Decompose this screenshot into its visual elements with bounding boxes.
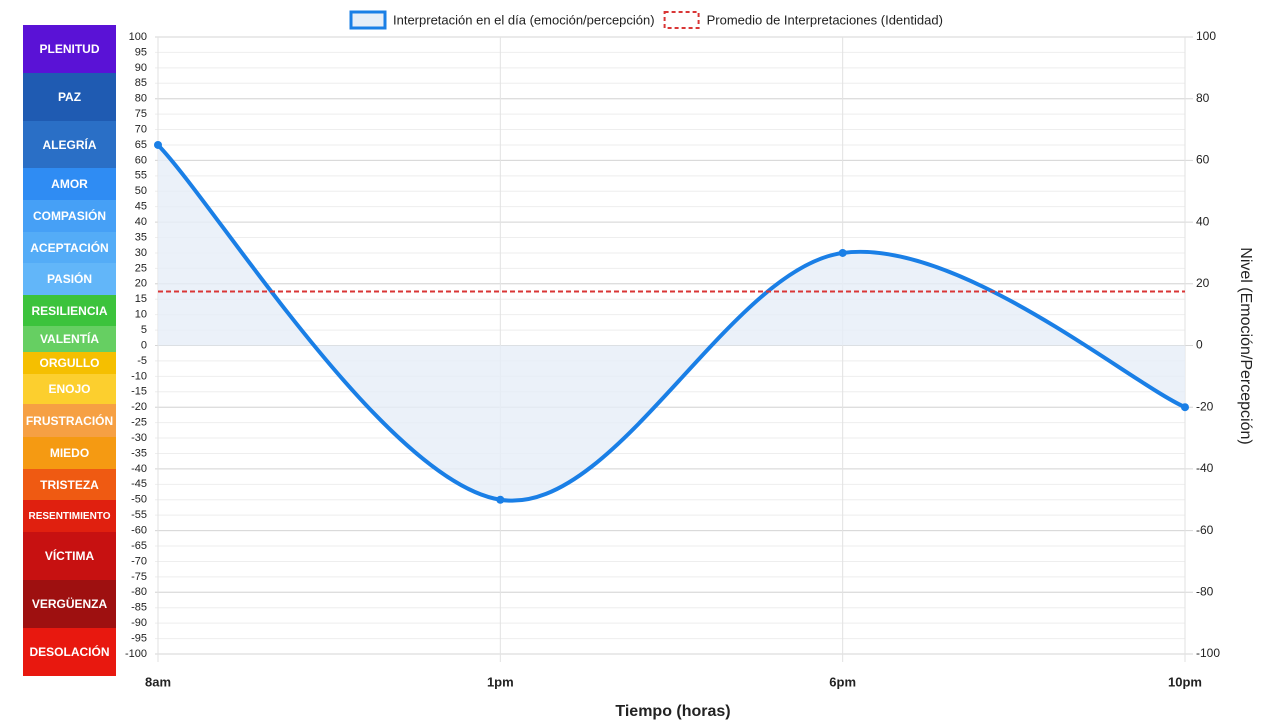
y2-tick-label: 40	[1196, 214, 1210, 228]
point	[154, 140, 162, 149]
y-tick-label: -5	[137, 355, 147, 367]
emotion-band: MIEDO	[23, 437, 116, 469]
y-tick-label: 60	[135, 154, 147, 166]
point	[496, 495, 505, 504]
y2-tick-label: 80	[1196, 91, 1210, 105]
legend-label: Interpretación en el día (emoción/percep…	[393, 12, 655, 27]
y-tick-label: 40	[135, 216, 147, 228]
emotion-band: DESOLACIÓN	[23, 628, 116, 676]
x-tick-label: 6pm	[829, 674, 856, 689]
y-tick-label: 65	[135, 139, 147, 151]
y-tick-label: -40	[131, 463, 147, 475]
y-tick-label: -10	[131, 370, 147, 382]
y-tick-label: 95	[135, 46, 147, 58]
y-tick-label: -95	[131, 632, 147, 644]
y-tick-label: 90	[135, 62, 147, 74]
y-tick-label: 15	[135, 293, 147, 305]
y2-tick-label: -60	[1196, 523, 1214, 537]
y-tick-label: -75	[131, 571, 147, 583]
line	[156, 143, 1186, 503]
y-tick-label: 50	[135, 185, 147, 197]
legend-swatch	[663, 11, 700, 29]
emotion-band: RESILIENCIA	[23, 295, 116, 326]
y-tick-label: 25	[135, 262, 147, 274]
y-tick-label: 75	[135, 108, 147, 120]
y2-tick-label: 0	[1196, 338, 1203, 352]
y-tick-label: -65	[131, 540, 147, 552]
emotion-band: VÍCTIMA	[23, 532, 116, 580]
emotion-band: PLENITUD	[23, 25, 116, 73]
y-tick-label: -90	[131, 617, 147, 629]
y-tick-label: -35	[131, 447, 147, 459]
emotion-band: COMPASIÓN	[23, 200, 116, 232]
emotion-band: ALEGRÍA	[23, 121, 116, 168]
y-tick-label: 80	[135, 93, 147, 105]
y-tick-label: -85	[131, 602, 147, 614]
x-axis-title: Tiempo (horas)	[615, 703, 730, 720]
emotion-band: ORGULLO	[23, 352, 116, 374]
y2-tick-label: -20	[1196, 399, 1214, 413]
emotion-band: PAZ	[23, 73, 116, 121]
y-tick-label: 45	[135, 201, 147, 213]
y-tick-label: -30	[131, 432, 147, 444]
y-tick-label: -55	[131, 509, 147, 521]
x-tick-label: 1pm	[487, 674, 514, 689]
y-tick-label: 70	[135, 123, 147, 135]
y-tick-label: -45	[131, 478, 147, 490]
emotion-band: VALENTÍA	[23, 326, 116, 352]
y-tick-label: 0	[141, 339, 147, 351]
y-tick-label: 100	[129, 31, 147, 43]
emotion-band: ACEPTACIÓN	[23, 232, 116, 263]
point	[838, 248, 847, 257]
y-tick-label: 55	[135, 170, 147, 182]
y2-tick-label: 20	[1196, 276, 1210, 290]
y-tick-label: 30	[135, 247, 147, 259]
emotion-band: VERGÜENZA	[23, 580, 116, 628]
y2-tick-label: 60	[1196, 153, 1210, 167]
y2-tick-label: 100	[1196, 29, 1216, 43]
y-tick-label: 5	[141, 324, 147, 336]
x-tick-label: 10pm	[1168, 674, 1202, 689]
y-tick-label: 35	[135, 231, 147, 243]
y-tick-label: -70	[131, 555, 147, 567]
y-tick-label: -80	[131, 586, 147, 598]
y-tick-label: 10	[135, 309, 147, 321]
emotion-band: TRISTEZA	[23, 469, 116, 500]
emotion-band: PASIÓN	[23, 263, 116, 295]
emotion-band: FRUSTRACIÓN	[23, 404, 116, 437]
y2-tick-label: -100	[1196, 646, 1220, 660]
y-tick-label: 85	[135, 77, 147, 89]
y2-tick-label: -80	[1196, 584, 1214, 598]
x-tick-label: 8am	[145, 674, 171, 689]
y-tick-label: -25	[131, 417, 147, 429]
emotion-band: RESENTIMIENTO	[23, 500, 116, 532]
y-tick-label: 20	[135, 278, 147, 290]
y2-tick-label: -40	[1196, 461, 1214, 475]
y-tick-label: -20	[131, 401, 147, 413]
point	[1181, 403, 1189, 412]
y2-axis-title: Nivel (Emoción/Percepción)	[1237, 247, 1254, 444]
y-tick-label: -60	[131, 525, 147, 537]
emotion-band: AMOR	[23, 168, 116, 200]
area	[158, 144, 1185, 501]
y-tick-label: -50	[131, 494, 147, 506]
y-tick-label: -15	[131, 386, 147, 398]
legend-swatch	[349, 10, 387, 30]
emotion-band: ENOJO	[23, 374, 116, 404]
legend-label: Promedio de Interpretaciones (Identidad)	[707, 12, 943, 27]
y-tick-label: -100	[125, 648, 147, 660]
